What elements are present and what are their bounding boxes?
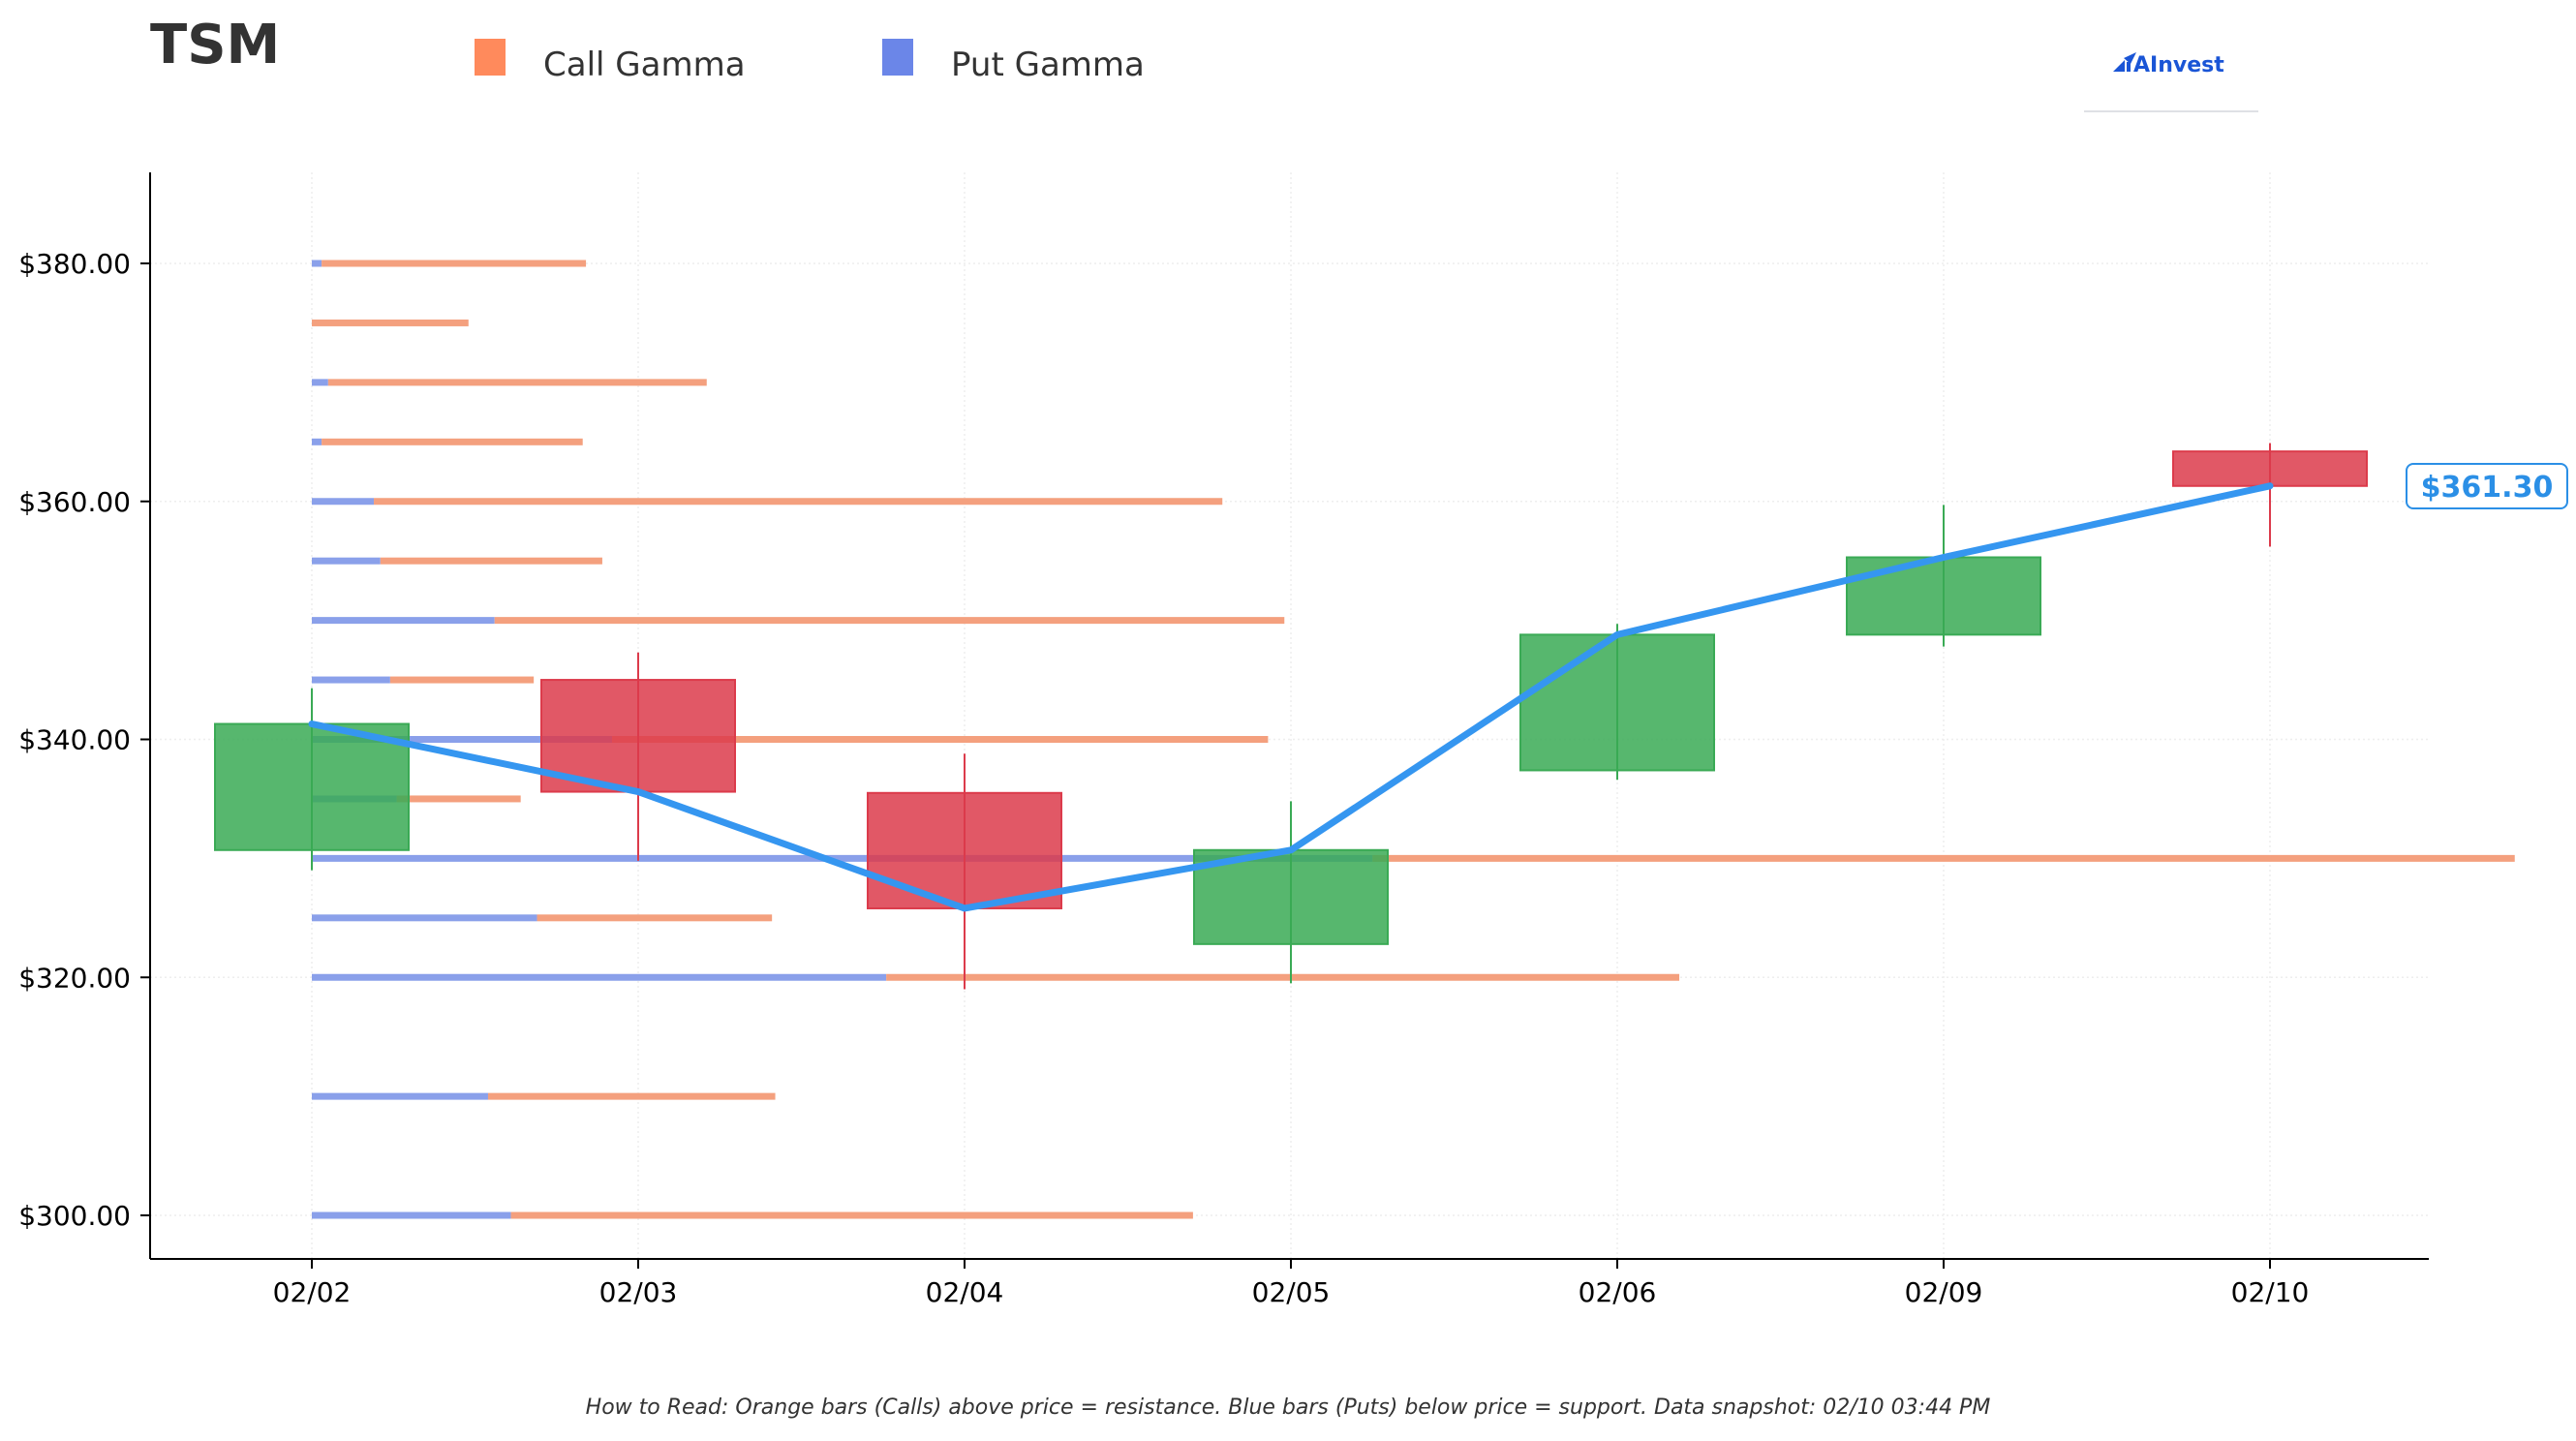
call-gamma-bar bbox=[494, 617, 1285, 625]
legend-label-put: Put Gamma bbox=[951, 46, 1145, 84]
logo-underline bbox=[2084, 110, 2258, 112]
tick-labels: 02/02 02/03 02/04 02/05 02/06 02/09 02/10 $300.… bbox=[18, 248, 2309, 1308]
legend: Call Gamma Put Gamma bbox=[475, 39, 1145, 84]
price-line bbox=[308, 482, 2274, 912]
candle-body bbox=[2172, 450, 2368, 487]
put-gamma-bar bbox=[312, 498, 375, 506]
y-tick-label: $300.00 bbox=[18, 1200, 131, 1232]
call-gamma-bar bbox=[322, 260, 587, 267]
y-tick-label: $360.00 bbox=[18, 486, 131, 518]
y-tick-label: $380.00 bbox=[18, 248, 131, 280]
chart-title: TSM bbox=[150, 14, 280, 77]
legend-swatch-put bbox=[882, 39, 913, 76]
x-tick-label: 02/09 bbox=[1905, 1276, 1983, 1308]
current-price-label: $361.30 bbox=[2421, 471, 2554, 505]
call-gamma-bar bbox=[537, 914, 773, 922]
x-tick-label: 02/04 bbox=[926, 1276, 1004, 1308]
axes bbox=[149, 172, 2429, 1260]
x-tick-label: 02/02 bbox=[273, 1276, 352, 1308]
x-tick-label: 02/10 bbox=[2231, 1276, 2310, 1308]
legend-swatch-call bbox=[475, 39, 506, 76]
gamma-bars bbox=[312, 260, 2515, 1219]
put-gamma-bar bbox=[312, 379, 328, 386]
ainvest-logo-text: AInvest bbox=[2133, 53, 2224, 77]
put-gamma-bar bbox=[312, 854, 1373, 862]
put-gamma-bar bbox=[312, 736, 613, 743]
call-gamma-bar bbox=[612, 736, 1269, 743]
candle-body bbox=[1519, 633, 1715, 772]
put-gamma-bar bbox=[312, 973, 887, 981]
call-gamma-bar bbox=[1372, 854, 2515, 862]
put-gamma-bar bbox=[312, 438, 322, 445]
call-gamma-bar bbox=[380, 557, 602, 565]
legend-label-call: Call Gamma bbox=[543, 46, 746, 84]
put-gamma-bar bbox=[312, 676, 390, 684]
current-price-badge-box bbox=[2406, 463, 2568, 509]
put-gamma-bar bbox=[312, 557, 381, 565]
call-gamma-bar bbox=[312, 319, 469, 326]
put-gamma-bar bbox=[312, 617, 495, 625]
ainvest-logo-icon bbox=[2113, 52, 2136, 72]
put-gamma-bar bbox=[312, 914, 537, 922]
call-gamma-bar bbox=[396, 795, 521, 803]
footer-note: How to Read: Orange bars (Calls) above p… bbox=[586, 1395, 1991, 1420]
call-gamma-bar bbox=[322, 438, 583, 445]
call-gamma-bar bbox=[510, 1211, 1193, 1219]
candle-body bbox=[867, 791, 1062, 909]
call-gamma-bar bbox=[327, 379, 707, 386]
y-tick-label: $340.00 bbox=[18, 724, 131, 756]
put-gamma-bar bbox=[312, 1092, 488, 1100]
put-gamma-bar bbox=[312, 260, 322, 267]
candle-body bbox=[1846, 556, 2041, 636]
candles bbox=[214, 443, 2368, 990]
call-gamma-bar bbox=[886, 973, 1680, 981]
current-price-badge: $361.30 bbox=[2406, 463, 2568, 509]
price-line-layer bbox=[308, 482, 2274, 912]
call-gamma-bar bbox=[374, 498, 1223, 506]
y-tick-label: $320.00 bbox=[18, 962, 131, 994]
call-gamma-bar bbox=[389, 676, 535, 684]
candle-body bbox=[214, 722, 410, 851]
call-gamma-bar bbox=[487, 1092, 776, 1100]
x-tick-label: 02/03 bbox=[599, 1276, 678, 1308]
x-tick-label: 02/05 bbox=[1252, 1276, 1331, 1308]
ainvest-logo: AInvest bbox=[2113, 52, 2224, 77]
put-gamma-bar bbox=[312, 1211, 511, 1219]
x-tick-label: 02/06 bbox=[1579, 1276, 1657, 1308]
